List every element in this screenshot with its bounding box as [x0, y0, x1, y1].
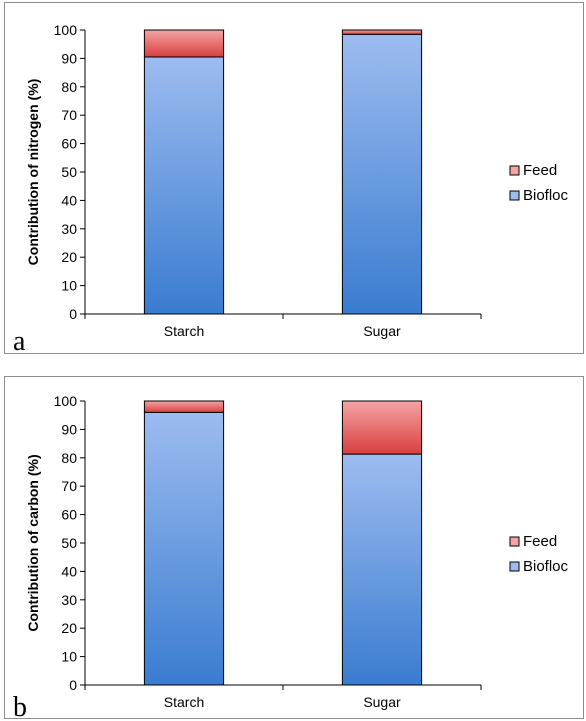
y-tick-label: 80 [61, 79, 77, 95]
legend-label-feed: Feed [523, 162, 557, 179]
y-tick-label: 10 [61, 649, 77, 665]
y-tick-label: 100 [54, 393, 78, 409]
legend-label-biofloc: Biofloc [523, 558, 569, 575]
panel-label: a [13, 326, 26, 357]
x-tick-label: Starch [164, 694, 204, 710]
bar-segment-biofloc-sugar [341, 453, 423, 686]
legend-swatch-feed [509, 165, 520, 176]
y-tick-label: 50 [61, 535, 77, 551]
x-tick-label: Sugar [363, 694, 401, 710]
x-tick-label: Sugar [363, 323, 401, 339]
bar-segment-biofloc-sugar [341, 33, 423, 315]
y-tick-label: 30 [61, 592, 77, 608]
y-tick-label: 10 [61, 278, 77, 294]
bar-segment-feed-starch [143, 29, 225, 58]
y-tick-label: 100 [54, 22, 78, 38]
y-tick-label: 70 [61, 478, 77, 494]
y-tick-label: 60 [61, 507, 77, 523]
y-tick-label: 90 [61, 50, 77, 66]
legend-swatch-biofloc [509, 190, 520, 201]
x-tick-label: Starch [164, 323, 204, 339]
chart-b-svg: 0 10 20 30 40 50 60 70 80 90 100 Starch Sugar Contrib… [13, 393, 569, 721]
legend-swatch-biofloc [509, 561, 520, 572]
panel-label: b [13, 692, 27, 721]
legend-swatch-feed [509, 536, 520, 547]
y-tick-label: 90 [61, 421, 77, 437]
y-tick-label: 40 [61, 563, 77, 579]
y-tick-label: 70 [61, 107, 77, 123]
y-tick-label: 0 [69, 677, 77, 693]
legend-label-feed: Feed [523, 533, 557, 550]
y-tick-label: 0 [69, 306, 77, 322]
y-tick-label: 30 [61, 221, 77, 237]
chart-panel-a: 0 10 20 30 40 50 60 70 80 90 100 Starch Sugar Contrib… [4, 2, 584, 357]
bar-segment-feed-sugar [341, 400, 423, 455]
chart-panel-b: 0 10 20 30 40 50 60 70 80 90 100 Starch Sugar Contrib… [4, 376, 584, 721]
y-tick-label: 20 [61, 620, 77, 636]
y-tick-label: 50 [61, 164, 77, 180]
y-axis-title: Contribution of carbon (%) [25, 454, 41, 631]
chart-a-svg: 0 10 20 30 40 50 60 70 80 90 100 Starch Sugar Contrib… [13, 22, 569, 357]
y-tick-label: 20 [61, 249, 77, 265]
bar-segment-feed-sugar [341, 29, 423, 35]
bar-segment-feed-starch [143, 400, 225, 413]
y-tick-label: 80 [61, 450, 77, 466]
bar-segment-biofloc-starch [143, 411, 225, 686]
bar-segment-biofloc-starch [143, 56, 225, 315]
y-axis-title: Contribution of nitrogen (%) [25, 79, 41, 266]
y-tick-label: 40 [61, 192, 77, 208]
y-tick-label: 60 [61, 136, 77, 152]
legend-label-biofloc: Biofloc [523, 187, 569, 204]
